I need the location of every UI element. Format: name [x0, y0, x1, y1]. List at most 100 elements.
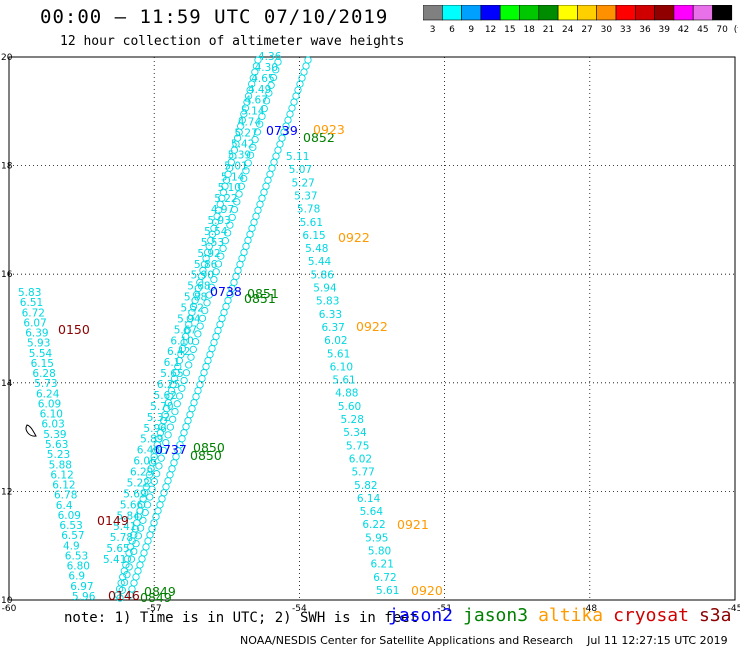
east-track-value: 5.37 [294, 190, 317, 202]
legend-label: 27 [581, 25, 592, 35]
track-sample-marker [251, 136, 259, 144]
map-subtitle: 12 hour collection of altimeter wave hei… [60, 34, 405, 49]
east-track-value: 5.95 [365, 532, 388, 544]
track-sample-marker [214, 260, 223, 268]
west-track-value: 6.39 [25, 328, 48, 340]
center-track-value: 5.90 [191, 270, 214, 282]
track-sample-marker [210, 275, 218, 284]
track-sample-marker [264, 176, 272, 184]
track-sample-marker [294, 86, 302, 94]
west-track-value: 6.15 [31, 358, 54, 370]
east-track-value: 6.14 [357, 493, 381, 505]
track-sample-marker [130, 547, 138, 556]
pass-time-label: 0852 [303, 130, 335, 145]
track-sample-marker [219, 244, 227, 253]
legend-label: 15 [504, 25, 515, 35]
center-track-value: 4.65 [251, 73, 274, 85]
east-track-value: 6.15 [302, 230, 325, 242]
pass-time-label: 0850 [193, 440, 225, 455]
west-track-value: 5.88 [49, 459, 72, 471]
east-track-value: 5.77 [351, 467, 374, 479]
track-sample-marker [208, 344, 216, 353]
west-track-value: 6.97 [70, 581, 93, 593]
x-tick-label: -57 [147, 604, 162, 614]
track-sample-marker [132, 539, 140, 548]
east-track-value: 6.02 [324, 335, 347, 347]
track-sample-marker [236, 260, 244, 269]
west-track-value: 6.07 [23, 317, 46, 329]
pass-time-label: 0149 [97, 513, 129, 528]
center-track-value: 5.27 [234, 128, 257, 140]
center-track-value: 6.10 [170, 335, 193, 347]
track-sample-marker [182, 423, 190, 431]
track-sample-marker [169, 415, 177, 423]
track-sample-marker [182, 369, 191, 377]
track-sample-marker [267, 81, 275, 89]
east-track-value: 5.61 [300, 217, 323, 229]
legend-unit: (ft) [734, 25, 738, 35]
track-sample-marker [196, 380, 204, 389]
track-sample-marker [134, 532, 142, 540]
track-sample-marker [274, 146, 282, 154]
center-track-value: 5.88 [184, 292, 207, 304]
west-track-value: 6.28 [32, 368, 55, 380]
east-track-value: 6.22 [362, 519, 385, 531]
track-sample-marker [170, 459, 178, 467]
map-title: 00:00 – 11:59 UTC 07/10/2019 [40, 6, 389, 28]
x-tick-label: -60 [2, 604, 17, 614]
track-sample-marker [214, 326, 222, 335]
track-sample-marker [258, 112, 266, 121]
track-sample-marker [240, 248, 248, 257]
track-sample-marker [292, 92, 300, 100]
track-sample-marker [139, 516, 147, 524]
track-sample-marker [162, 438, 170, 447]
west-track-value: 6.53 [65, 550, 88, 562]
east-track-value: 5.61 [376, 585, 399, 597]
track-sample-marker [202, 362, 210, 371]
track-sample-marker [191, 338, 200, 346]
center-track-value: 4.74 [238, 117, 262, 129]
x-tick-label: -45 [728, 604, 740, 614]
pass-time-label: 0849 [144, 584, 176, 599]
track-sample-marker [168, 465, 176, 473]
track-sample-marker [194, 330, 202, 338]
track-sample-marker [262, 97, 271, 105]
track-sample-marker [288, 104, 296, 112]
east-track-value: 5.86 [311, 269, 335, 281]
track-sample-marker [249, 143, 257, 152]
east-track-value: 5.94 [313, 283, 337, 295]
track-sample-marker [180, 376, 188, 385]
west-track-value: 6.10 [40, 409, 63, 421]
legend-label: 42 [678, 25, 689, 35]
pass-time-label: 0850 [190, 448, 222, 463]
legend-label: 9 [468, 25, 474, 35]
mission-s3a-label: s3a [698, 605, 732, 626]
y-tick-label: 20 [1, 53, 13, 63]
center-track-value: 5.92 [197, 248, 220, 260]
center-track-value: 5.86 [194, 259, 218, 271]
west-track-value: 6.80 [67, 561, 90, 573]
west-track-value: 4.9 [63, 540, 80, 552]
track-sample-marker [276, 140, 284, 148]
track-sample-marker [155, 462, 163, 470]
west-track-value: 5.54 [29, 348, 53, 360]
legend-label: 30 [601, 25, 613, 35]
east-track-value: 6.10 [330, 361, 353, 373]
center-track-value: 5.65 [160, 368, 183, 380]
x-tick-label: -48 [582, 604, 597, 614]
center-track-value: 4.49 [248, 84, 271, 96]
west-track-value: 5.96 [72, 591, 96, 603]
east-track-value: 6.72 [373, 572, 396, 584]
track-sample-marker [240, 174, 248, 183]
island-outline [25, 424, 37, 437]
track-sample-marker [127, 555, 136, 563]
track-sample-marker [269, 73, 278, 82]
center-track-value: 5.53 [201, 237, 224, 249]
legend-label: 33 [620, 25, 631, 35]
track-sample-marker [256, 120, 264, 128]
center-track-value: 4.30 [255, 62, 278, 74]
center-track-value: 5.10 [218, 182, 241, 194]
y-tick-label: 16 [1, 270, 13, 280]
track-sample-marker [212, 268, 220, 276]
